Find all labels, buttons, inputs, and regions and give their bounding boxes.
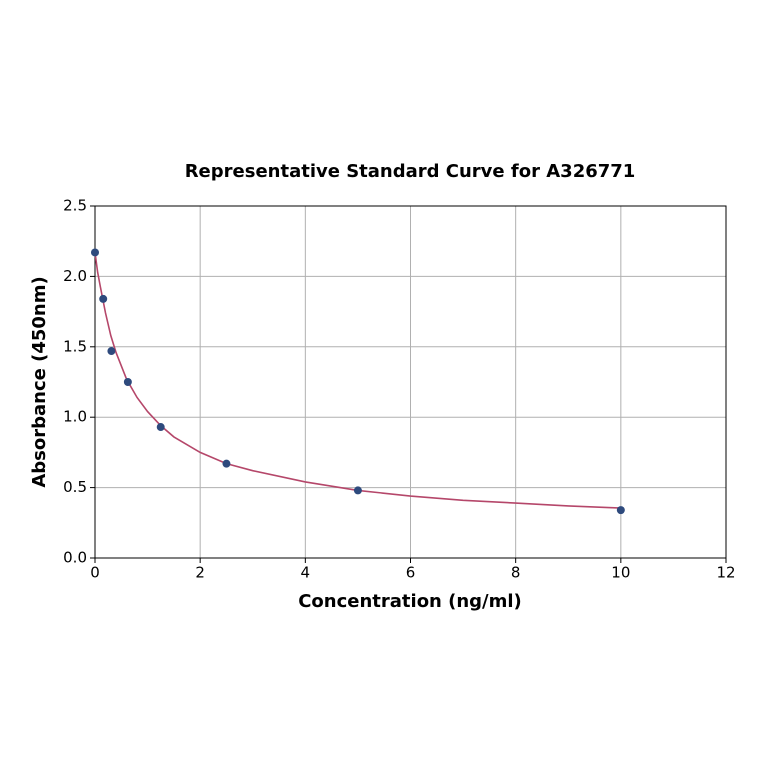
plot-frame xyxy=(94,205,727,559)
x-tick-label: 8 xyxy=(511,564,521,582)
fit-curve xyxy=(94,252,621,509)
data-point xyxy=(222,459,231,468)
x-tick-label: 12 xyxy=(716,564,735,582)
y-tick-label: 1.0 xyxy=(63,408,87,426)
x-tick-label: 0 xyxy=(90,564,100,582)
data-point xyxy=(353,486,362,495)
data-point xyxy=(107,347,116,356)
y-tick-label: 2.0 xyxy=(63,267,87,285)
y-tick-label: 1.5 xyxy=(63,337,87,355)
x-tick-label: 10 xyxy=(611,564,630,582)
y-tick-label: 2.5 xyxy=(63,197,87,215)
x-tick-label: 4 xyxy=(301,564,311,582)
data-point xyxy=(99,294,108,303)
chart-title: Representative Standard Curve for A32677… xyxy=(185,161,636,182)
data-point xyxy=(91,248,99,257)
x-tick-label: 2 xyxy=(195,564,205,582)
data-point xyxy=(616,506,625,515)
y-axis-label: Absorbance (450nm) xyxy=(29,276,50,487)
data-point xyxy=(123,378,132,386)
data-point xyxy=(156,423,165,432)
y-tick-label: 0.5 xyxy=(63,478,87,496)
x-axis-label: Concentration (ng/ml) xyxy=(298,591,522,612)
y-tick-label: 0.0 xyxy=(63,549,87,567)
x-tick-label: 6 xyxy=(406,564,416,582)
